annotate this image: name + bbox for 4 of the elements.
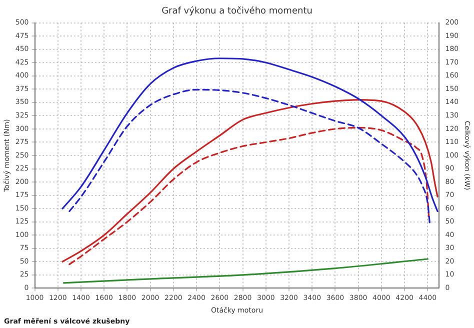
chart-title: Graf výkonu a točivého momentu [162, 6, 312, 17]
line-series [62, 258, 428, 284]
line-series [62, 98, 438, 262]
line-series [62, 58, 438, 212]
